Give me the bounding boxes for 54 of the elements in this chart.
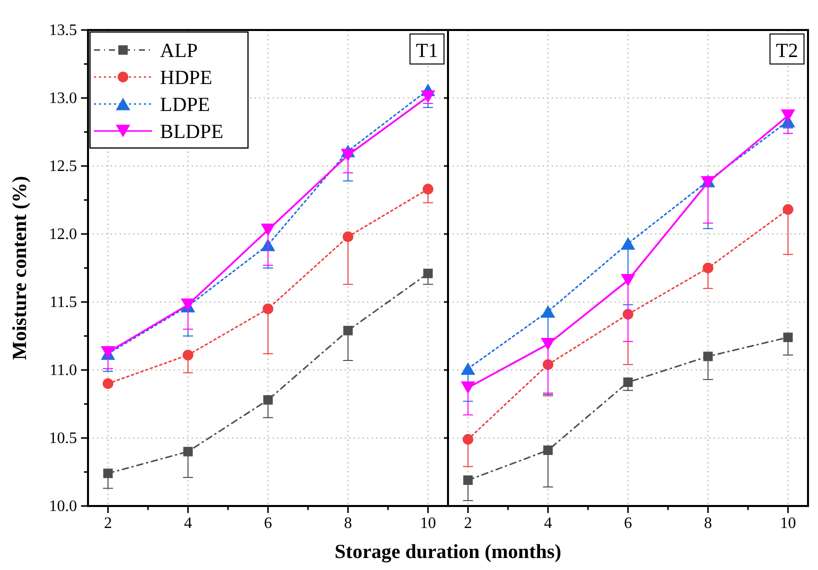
x-tick-label: 4: [544, 515, 552, 532]
y-tick-label: 11.0: [50, 362, 77, 379]
point: [423, 268, 433, 278]
x-tick-label: 6: [264, 515, 272, 532]
y-tick-label: 12.5: [49, 158, 77, 175]
legend-label: HDPE: [160, 67, 212, 89]
point: [343, 326, 353, 336]
x-tick-label: 8: [704, 515, 712, 532]
x-tick-label: 10: [780, 515, 796, 532]
point: [103, 468, 113, 478]
y-tick-label: 13.5: [49, 22, 77, 39]
point: [460, 362, 476, 375]
point: [102, 378, 114, 389]
point: [342, 231, 354, 242]
point: [420, 90, 436, 103]
point: [260, 224, 276, 236]
point: [462, 434, 474, 445]
x-tick-label: 6: [624, 515, 632, 532]
point: [540, 338, 556, 350]
point: [422, 184, 434, 194]
legend-label: ALP: [160, 40, 198, 62]
x-tick-label: 8: [344, 515, 352, 532]
y-tick-label: 10.0: [49, 498, 77, 515]
y-tick-label: 11.5: [50, 294, 77, 311]
point: [620, 237, 636, 250]
x-axis-title: Storage duration (months): [334, 541, 562, 563]
point: [620, 274, 636, 286]
x-tick-label: 4: [184, 515, 192, 532]
x-tick-label: 10: [420, 515, 436, 532]
point: [182, 350, 194, 360]
y-tick-label: 13.0: [49, 90, 77, 107]
x-tick-label: 2: [464, 515, 472, 532]
text: T2: [776, 40, 798, 62]
y-tick-label: 12.0: [49, 226, 77, 243]
point: [262, 303, 274, 314]
point: [183, 446, 193, 456]
point: [340, 148, 356, 162]
point: [263, 395, 273, 405]
point: [543, 445, 553, 455]
point: [703, 352, 713, 362]
text: T1: [416, 40, 438, 62]
x-tick-label: 2: [104, 515, 112, 532]
legend-label: BLDPE: [160, 121, 224, 143]
point: [623, 377, 633, 387]
point: [540, 305, 556, 318]
point: [780, 109, 796, 122]
point: [783, 332, 793, 342]
y-tick-label: 10.5: [49, 430, 77, 447]
point: [782, 204, 794, 215]
point: [463, 475, 473, 485]
point: [702, 262, 714, 274]
y-axis-title: Moisture content (%): [9, 176, 31, 360]
point: [460, 381, 476, 394]
legend-label: LDPE: [160, 94, 210, 116]
